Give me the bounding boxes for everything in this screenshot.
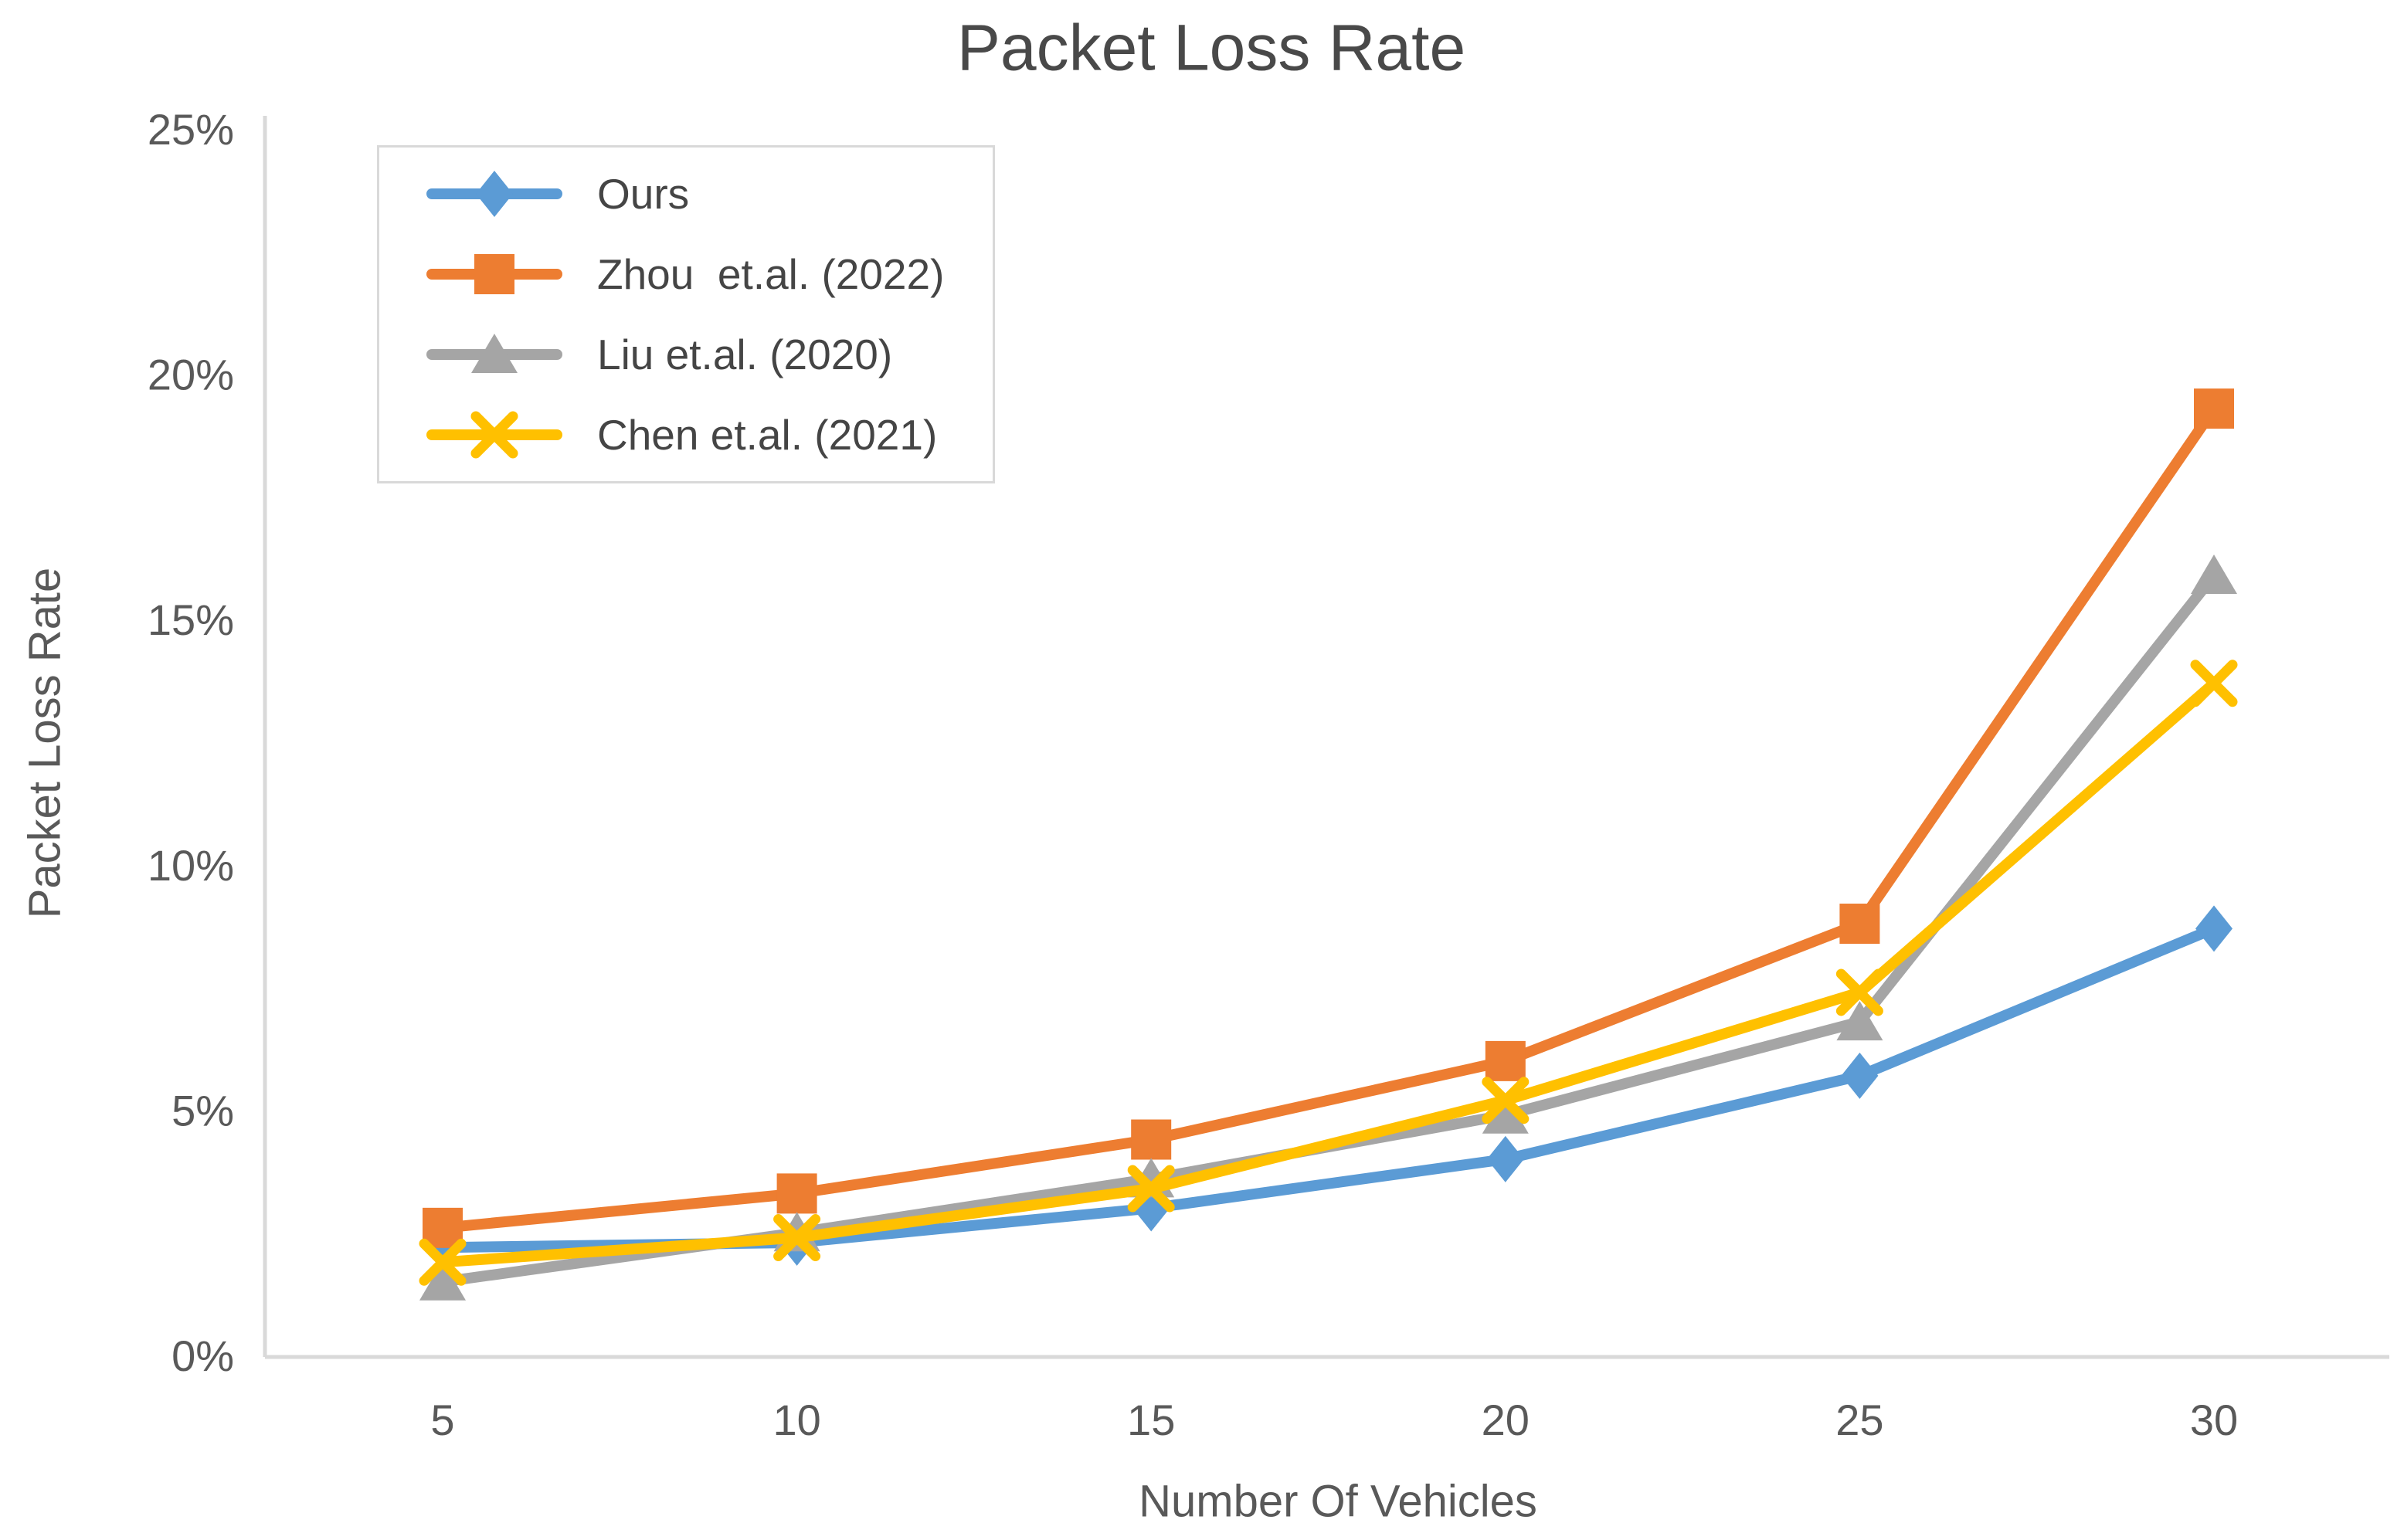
data-point-ours [1841,1052,1879,1099]
y-tick-label: 20% [148,351,234,399]
data-point-chen-et-al-2021 [2190,660,2238,707]
series-line-zhou-et-al-2022 [437,403,2219,1233]
legend-label-zhou-et-al-2022: Zhou et.al. (2022) [597,250,945,298]
legend-marker-x-icon [426,411,562,459]
legend-x-marker [470,411,518,459]
data-point-liu-et-al-2020 [2191,555,2237,595]
legend-item-chen-et-al-2021: Chen et.al. (2021) [426,396,993,473]
y-tick-label: 25% [148,105,234,154]
legend-box: Ours Zhou et.al. (2022) Liu et.al. (2020) C… [377,145,995,483]
data-point-zhou-et-al-2022 [423,1207,463,1248]
legend-item-zhou-et-al-2022: Zhou et.al. (2022) [426,236,993,313]
y-tick-label: 0% [171,1331,234,1380]
data-point-zhou-et-al-2022 [776,1173,817,1214]
x-tick-label: 15 [1127,1396,1175,1444]
data-point-zhou-et-al-2022 [1839,904,1880,945]
y-tick-label: 5% [171,1086,234,1135]
chart-title: Packet Loss Rate [956,11,1466,84]
data-point-ours [1486,1135,1524,1182]
legend-marker-diamond-icon [426,171,562,217]
data-point-chen-et-al-2021 [1482,1077,1530,1124]
data-point-chen-et-al-2021 [1835,968,1883,1016]
data-point-zhou-et-al-2022 [1131,1119,1172,1160]
data-point-liu-et-al-2020 [1836,1001,1883,1041]
x-tick-label: 25 [1835,1396,1883,1444]
data-point-liu-et-al-2020 [1482,1094,1529,1134]
x-tick-label: 30 [2190,1396,2238,1444]
data-point-zhou-et-al-2022 [2194,388,2234,429]
data-point-chen-et-al-2021 [419,1238,467,1286]
data-point-chen-et-al-2021 [1127,1165,1175,1213]
x-tick-label: 20 [1482,1396,1530,1444]
x-tick-label: 10 [772,1396,820,1444]
legend-triangle-marker [471,334,518,373]
legend-item-liu-et-al-2020: Liu et.al. (2020) [426,316,993,393]
data-point-zhou-et-al-2022 [1485,1040,1526,1081]
legend-item-ours: Ours [426,155,993,232]
data-point-liu-et-al-2020 [419,1260,466,1301]
legend-label-liu-et-al-2020: Liu et.al. (2020) [597,331,893,378]
y-tick-label: 15% [148,595,234,644]
x-axis-title: Number Of Vehicles [1139,1476,1537,1527]
legend-label-chen-et-al-2021: Chen et.al. (2021) [597,411,938,459]
legend-marker-square-icon [426,254,562,294]
data-point-ours [2195,905,2233,952]
legend-square-marker [474,254,514,294]
y-tick-label: 10% [148,841,234,890]
legend-marker-triangle-icon [426,334,562,373]
legend-diamond-marker [476,171,513,217]
data-point-chen-et-al-2021 [773,1214,821,1262]
legend-label-ours: Ours [597,170,690,218]
series-line-chen-et-al-2021 [437,677,2219,1268]
series-line-liu-et-al-2020 [437,570,2219,1287]
x-tick-label: 5 [430,1396,454,1444]
